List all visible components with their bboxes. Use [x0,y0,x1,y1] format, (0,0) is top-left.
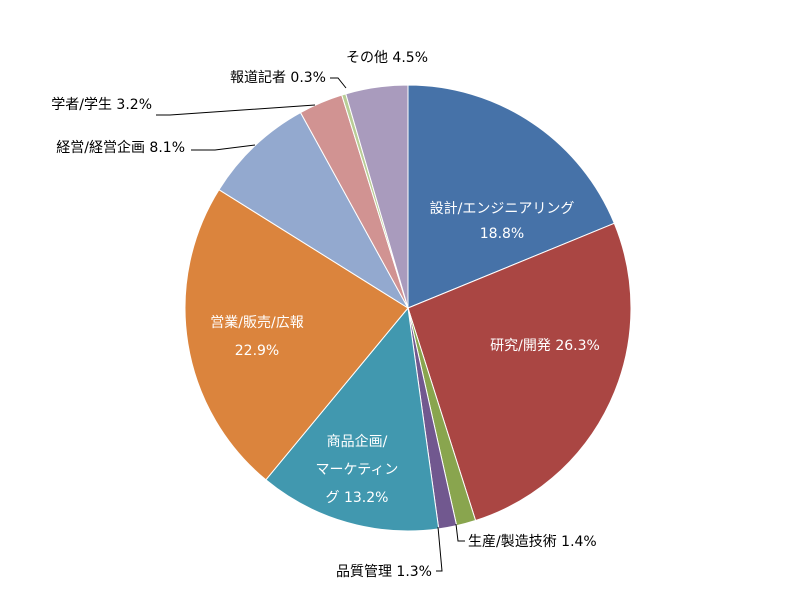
slice-label-2: 生産/製造技術 1.4% [468,534,597,550]
slice-label-4: 商品企画/マーケティング 13.2% [316,433,399,506]
slice-label-7: 学者/学生 3.2% [51,97,152,113]
slice-label-1: 研究/開発 26.3% [490,338,600,354]
slice-label-line: 経営/経営企画 8.1% [56,139,185,156]
slice-label-line: その他 4.5% [346,50,428,66]
slice-label-line: 品質管理 1.3% [336,564,432,580]
slice-label-8: 報道記者 0.3% [230,69,326,86]
slice-4 [265,306,440,532]
leader-line-6 [191,144,256,151]
slice-label-line: 生産/製造技術 1.4% [468,534,597,550]
slice-label-line: 営業/販売/広報 [210,315,303,331]
slice-label-3: 品質管理 1.3% [336,564,432,580]
slice-1 [407,222,632,522]
leader-line-7 [156,104,316,116]
slice-label-5: 営業/販売/広報 22.9% [210,315,303,359]
slice-label-line: 研究/開発 26.3% [490,338,600,354]
slice-labels: 設計/エンジニアリング 18.8% 研究/開発 26.3% 生産/製造技術 1.4% 品… [51,50,600,580]
slice-label-line: 商品企画/ [327,433,388,450]
leader-lines [156,77,465,572]
slice-label-line: 学者/学生 3.2% [51,97,152,113]
slice-label-line: 報道記者 0.3% [230,69,326,86]
slice-label-9: その他 4.5% [346,50,428,66]
slice-5 [184,189,409,481]
slice-label-0: 設計/エンジニアリング 18.8% [430,201,575,242]
slice-label-line: 22.9% [235,343,279,359]
leader-line-2 [455,523,465,542]
leader-line-8 [330,77,347,89]
slice-6 [218,111,410,310]
slice-0 [407,84,615,309]
leader-line-3 [436,526,443,572]
slice-label-6: 経営/経営企画 8.1% [56,139,185,156]
slice-label-line: グ 13.2% [326,490,389,506]
slice-label-line: 設計/エンジニアリング [430,201,575,217]
slice-label-line: 18.8% [480,226,524,242]
slice-9 [345,84,409,309]
pie-slices [184,84,632,532]
slice-label-line: マーケティン [316,462,399,478]
